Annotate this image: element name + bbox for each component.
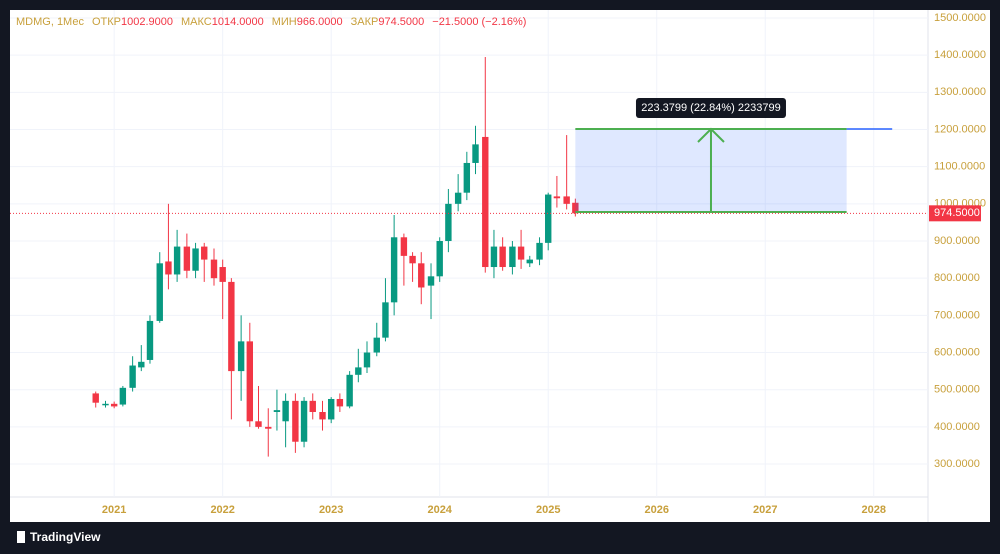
candle-body <box>382 302 389 338</box>
field-label: МИН <box>272 16 297 28</box>
candle-body <box>265 426 272 429</box>
field-label: МАКС <box>181 16 212 28</box>
candle-body <box>409 255 416 264</box>
y-tick-label: 300.0000 <box>934 458 980 470</box>
overlay: MDMG, 1Мес ОТКР1002.9000 МАКС1014.0000 МИН9… <box>10 16 981 222</box>
change: −21.5000 (−2.16%) <box>432 16 526 28</box>
y-tick-label: 1100.0000 <box>934 161 985 173</box>
y-tick-label: 1400.0000 <box>934 49 986 61</box>
field-value: 1002.9000 <box>121 16 173 28</box>
y-tick-label: 1200.0000 <box>934 123 986 135</box>
candle-body <box>490 246 498 268</box>
candle-body <box>454 192 462 204</box>
candle-body <box>219 267 226 282</box>
candle-body <box>292 400 299 442</box>
candle-body <box>445 203 452 242</box>
y-tick-label: 500.0000 <box>934 384 980 396</box>
candle-body <box>373 337 380 353</box>
candle-body <box>255 421 262 427</box>
candle-body <box>482 136 489 268</box>
field-label: ОТКР <box>92 16 121 28</box>
candle-body <box>165 261 172 275</box>
candle-body <box>129 365 136 388</box>
candle-body <box>390 237 398 303</box>
candle-body <box>400 237 408 256</box>
candle-body <box>273 410 281 412</box>
candle-body <box>327 398 335 420</box>
candle-body <box>210 259 218 279</box>
candle-body <box>173 246 181 275</box>
candle-body <box>536 242 543 260</box>
y-tick-label: 1300.0000 <box>934 86 986 98</box>
y-tick-label: 400.0000 <box>934 421 980 433</box>
x-tick-label: 2021 <box>102 504 126 516</box>
x-tick-label: 2026 <box>644 504 668 516</box>
field-value: 966.0000 <box>297 16 343 28</box>
marks <box>92 57 579 457</box>
candle-body <box>183 246 191 271</box>
logo-icon <box>17 531 25 543</box>
candle-body <box>509 246 516 268</box>
candle-body <box>336 398 344 407</box>
candle-body <box>346 374 353 407</box>
candle-body <box>363 352 371 368</box>
candle-body <box>246 341 254 422</box>
measure-label: 223.3799 (22.84%) 2233799 <box>641 102 780 114</box>
candle-body <box>237 341 245 372</box>
last-price-tag <box>929 205 981 222</box>
candle-body <box>553 196 561 199</box>
candle-body <box>102 403 109 406</box>
candle-body <box>526 259 533 264</box>
candle-body <box>319 411 326 420</box>
y-tick-label: 1500.0000 <box>934 12 986 24</box>
watermark: TradingView <box>30 530 101 544</box>
grid: 300.0000 400.0000 500.0000 600.0000 700.0000… <box>10 10 986 516</box>
x-tick-label: 2025 <box>536 504 560 516</box>
field-label: ЗАКР <box>351 16 379 28</box>
measure-arrow-head <box>697 127 725 143</box>
x-tick-label: 2028 <box>862 504 886 516</box>
field-value: 974.5000 <box>378 16 424 28</box>
measure-label-box <box>635 97 786 118</box>
candle-body <box>517 246 525 260</box>
candle-body <box>201 246 208 260</box>
candle-body <box>427 276 435 286</box>
candle-body <box>110 403 118 407</box>
y-tick-label: 800.0000 <box>934 272 980 284</box>
candle-body <box>146 320 154 360</box>
x-tick-label: 2027 <box>753 504 777 516</box>
y-tick-label: 700.0000 <box>934 309 980 321</box>
candle-body <box>572 202 579 214</box>
candle-body <box>92 393 99 403</box>
candle-body <box>138 361 145 368</box>
candle-body <box>545 194 552 243</box>
candle-body <box>355 367 362 375</box>
x-tick-label: 2023 <box>319 504 343 516</box>
candle-body <box>156 263 163 321</box>
y-tick-label: 900.0000 <box>934 235 980 247</box>
candle-body <box>119 387 127 405</box>
candle-body <box>499 246 506 268</box>
candle-body <box>563 196 570 204</box>
last-price-label: 974.5000 <box>934 207 980 219</box>
candle-body <box>309 400 316 412</box>
x-tick-label: 2024 <box>427 504 452 516</box>
candle-body <box>436 241 443 277</box>
header: MDMG, 1Мес ОТКР1002.9000 МАКС1014.0000 МИН9… <box>16 16 526 28</box>
field-value: 1014.0000 <box>212 16 264 28</box>
candle-body <box>463 162 471 193</box>
candle-body <box>300 400 308 442</box>
candle-body <box>282 400 289 422</box>
candle-body <box>228 281 235 372</box>
candle-body <box>192 248 199 271</box>
candle-body <box>472 144 479 163</box>
symbol: MDMG, 1Мес <box>16 16 84 28</box>
candle-body <box>418 263 425 288</box>
y-tick-label: 600.0000 <box>934 346 980 358</box>
x-tick-label: 2022 <box>210 504 234 516</box>
